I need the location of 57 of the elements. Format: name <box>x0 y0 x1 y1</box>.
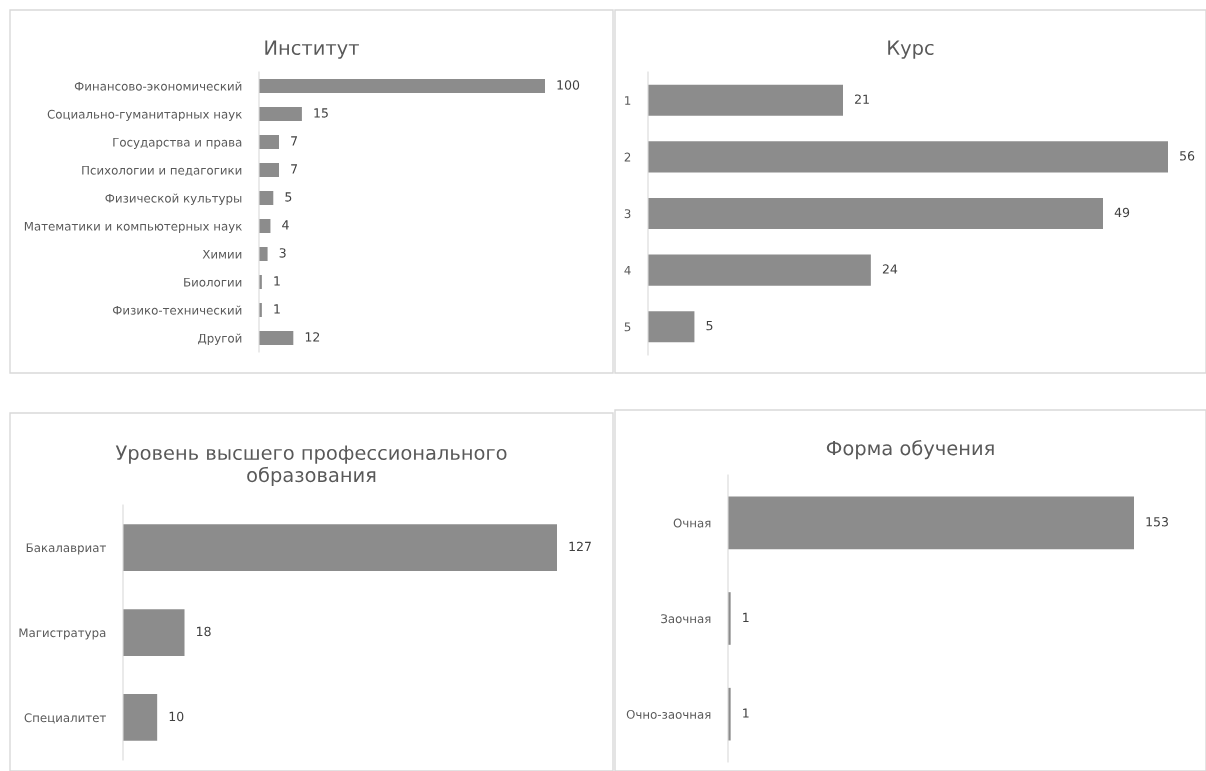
data-label: 5 <box>285 192 292 202</box>
data-label: 4 <box>282 220 289 230</box>
data-label: 7 <box>291 136 298 146</box>
bar <box>259 107 302 121</box>
data-label: 10 <box>169 711 184 722</box>
data-label: 7 <box>291 164 298 174</box>
data-label: 1 <box>274 304 280 314</box>
data-label: 1 <box>743 708 749 718</box>
y-tick-label: Очно-заочная <box>626 709 711 719</box>
bar <box>259 79 545 93</box>
data-label: 127 <box>569 541 591 551</box>
data-label: 56 <box>1180 151 1195 161</box>
data-label: 3 <box>279 248 286 258</box>
data-label: 1 <box>743 612 749 622</box>
y-tick-label: Химии <box>202 249 242 259</box>
y-tick-label: Заочная <box>661 614 711 624</box>
chart-title: Курс <box>888 40 934 59</box>
bar <box>648 84 843 116</box>
data-label: 18 <box>197 626 211 637</box>
bar <box>648 254 871 286</box>
y-tick-label: 3 <box>624 209 631 219</box>
y-tick-label: Социально-гуманитарных наук <box>47 109 242 121</box>
data-label: 24 <box>882 264 898 274</box>
y-tick-label: Физико-технический <box>112 305 242 315</box>
data-label: 1 <box>274 276 280 286</box>
y-tick-label: Биологии <box>184 277 242 287</box>
y-tick-label: Очная <box>673 518 711 528</box>
y-tick-label: Психологии и педагогики <box>82 165 242 177</box>
bar <box>259 135 280 149</box>
y-tick-label: Государства и права <box>113 137 242 149</box>
y-tick-label: 2 <box>624 152 631 162</box>
y-tick-label: Финансово-экономический <box>74 81 242 91</box>
bar <box>259 191 274 205</box>
bar <box>259 331 294 345</box>
data-label: 12 <box>305 332 320 342</box>
chart-title: Форма обучения <box>826 440 994 460</box>
chart-title: Институт <box>265 40 359 59</box>
data-label: 100 <box>557 80 580 90</box>
y-tick-label: 5 <box>624 322 631 332</box>
y-tick-label: 1 <box>625 96 631 105</box>
bar <box>648 197 1103 230</box>
bar <box>259 247 268 261</box>
y-tick-label: 4 <box>624 265 631 275</box>
y-tick-label: Математики и компьютерных наук <box>24 221 242 233</box>
data-label: 15 <box>314 108 328 118</box>
data-label: 153 <box>1146 517 1168 527</box>
data-label: 21 <box>855 94 869 104</box>
data-label: 49 <box>1114 207 1130 218</box>
chart-title: Уровень высшего профессионального образования <box>115 445 507 486</box>
y-tick-label: Магистратура <box>19 628 106 640</box>
bar <box>648 141 1168 173</box>
y-tick-label: Бакалавриат <box>26 543 106 555</box>
bar <box>648 311 695 343</box>
bar <box>259 163 280 177</box>
y-tick-label: Специалитет <box>24 713 106 724</box>
y-tick-label: Физической культуры <box>105 193 242 205</box>
y-tick-label: Другой <box>198 333 242 345</box>
